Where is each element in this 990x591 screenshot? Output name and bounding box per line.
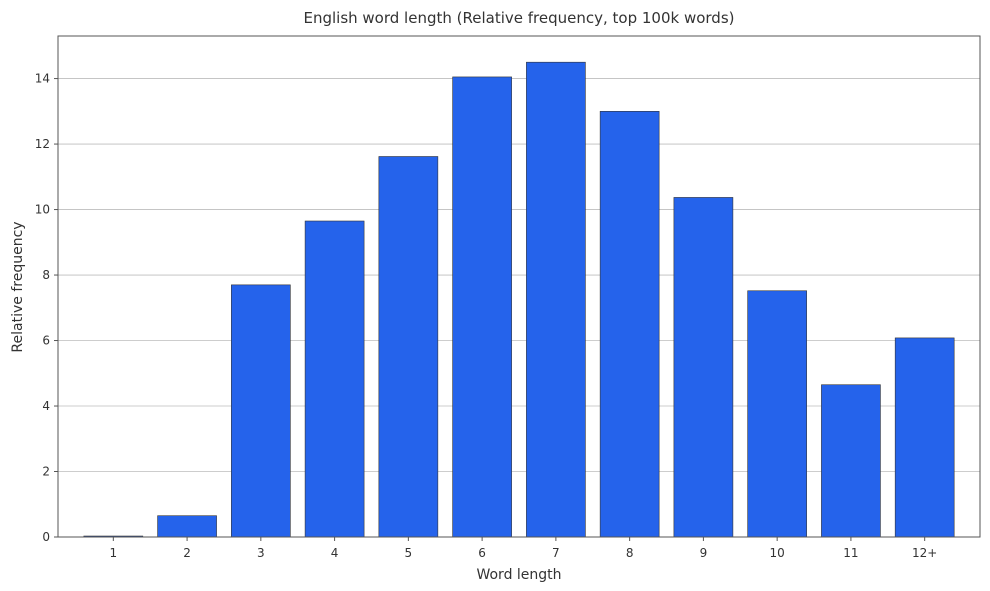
- y-tick-label: 8: [42, 268, 50, 282]
- bar-6: [452, 76, 512, 538]
- bar-4: [304, 220, 365, 538]
- bar-3: [231, 284, 291, 538]
- y-tick-label: 0: [42, 530, 50, 544]
- y-tick-label: 10: [35, 203, 50, 217]
- x-axis-label: Word length: [476, 567, 561, 583]
- bars: [83, 61, 955, 538]
- y-tick-label: 6: [42, 334, 50, 348]
- bar-10: [747, 290, 807, 538]
- x-tick-label: 5: [405, 546, 413, 560]
- bar-11: [821, 384, 881, 538]
- y-tick-label: 12: [35, 137, 50, 151]
- chart-title: English word length (Relative frequency,…: [303, 9, 734, 27]
- y-tick-label: 14: [35, 72, 50, 86]
- x-tick-label: 6: [478, 546, 486, 560]
- y-axis-label: Relative frequency: [10, 221, 26, 352]
- plot-frame: [57, 35, 981, 538]
- x-tick-label: 3: [257, 546, 265, 560]
- x-tick-label: 8: [626, 546, 634, 560]
- bar-2: [157, 515, 217, 538]
- y-axis-ticks: 0 2 4 6 8 10 12 14: [35, 72, 58, 544]
- y-tick-label: 2: [42, 465, 50, 479]
- x-tick-label: 12+: [912, 546, 937, 560]
- x-tick-label: 11: [843, 546, 858, 560]
- bar-9: [673, 197, 734, 538]
- x-tick-label: 10: [770, 546, 785, 560]
- x-tick-label: 9: [700, 546, 708, 560]
- y-tick-label: 4: [42, 399, 50, 413]
- bar-5: [378, 156, 439, 538]
- x-tick-label: 4: [331, 546, 339, 560]
- x-tick-label: 7: [552, 546, 560, 560]
- x-axis-ticks: 1 2 3 4 5 6 7 8 9 10 11 12+: [109, 537, 937, 560]
- x-tick-label: 1: [109, 546, 117, 560]
- bar-7: [526, 61, 586, 538]
- bar-12+: [894, 337, 955, 538]
- y-gridlines: [58, 78, 980, 472]
- bar-8: [599, 111, 660, 538]
- x-tick-label: 2: [183, 546, 191, 560]
